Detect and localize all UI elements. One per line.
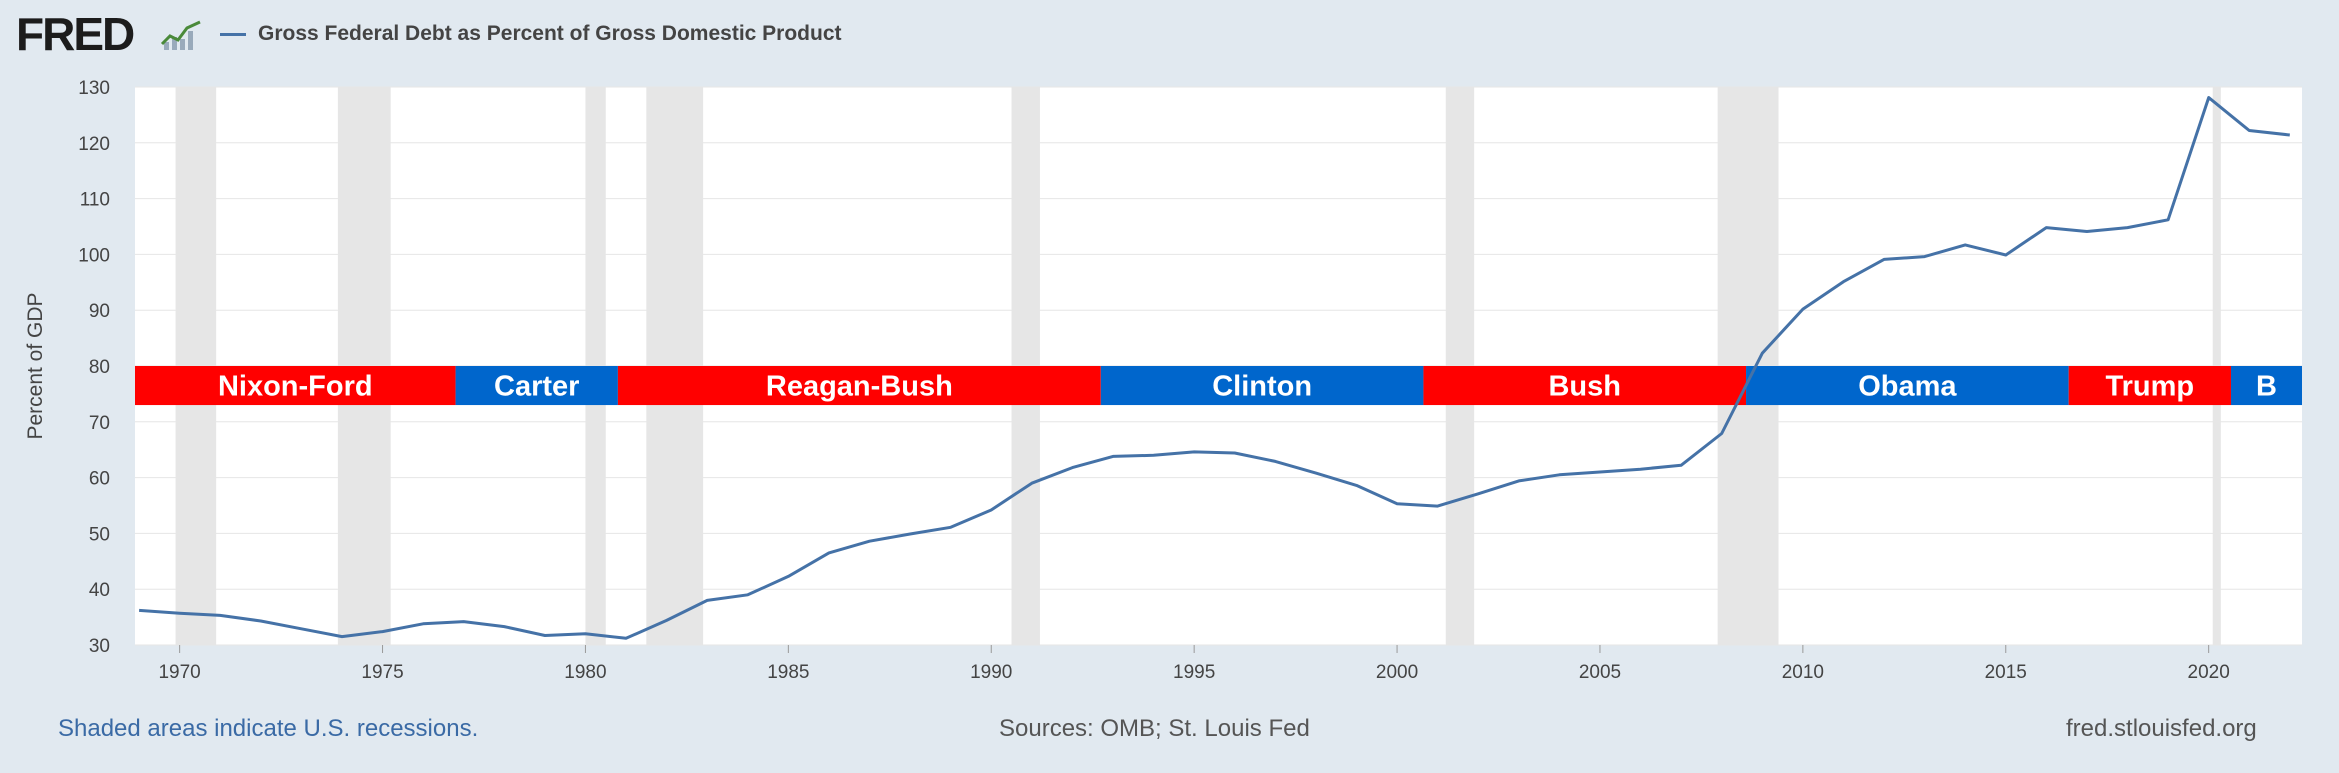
legend-line-swatch [220,32,246,36]
y-tick-label: 70 [89,413,110,434]
x-tick-label: 1985 [767,662,809,683]
x-tick-label: 1975 [361,662,403,683]
series-line [138,96,2290,640]
x-tick-label: 1980 [564,662,606,683]
term-band-trump [2068,366,2231,406]
term-label: Carter [494,371,579,403]
term-label: Trump [2106,371,2195,403]
chart-legend[interactable]: Gross Federal Debt as Percent of Gross D… [220,18,842,50]
y-axis-ticks: 30 40 50 60 70 80 90 100 110 120 130 [78,78,110,657]
fred-chart-mark-icon [160,18,202,52]
term-label: Reagan-Bush [766,371,953,403]
y-tick-label: 50 [89,524,110,545]
term-band-nixon-ford [135,366,456,406]
y-tick-label: 60 [89,469,110,490]
term-band-b [2230,366,2302,406]
term-band-bush [1423,366,1747,406]
term-label: Nixon-Ford [218,371,373,403]
term-label: Clinton [1212,371,1312,403]
y-tick-label: 120 [78,134,110,155]
series-layer [138,96,2290,640]
recession-note: Shaded areas indicate U.S. recessions. [58,715,479,742]
x-tick-label: 2010 [1782,662,1824,683]
y-axis-label: Percent of GDP [24,292,47,439]
presidential-terms: Nixon-Ford Carter Reagan-Bush Clinton Bush Ob… [135,366,2302,406]
term-label: Bush [1548,371,1621,403]
term-label: Obama [1858,371,1957,403]
sources-note: Sources: OMB; St. Louis Fed [999,715,1310,742]
y-tick-label: 80 [89,357,110,378]
x-tick-label: 1990 [970,662,1012,683]
y-tick-label: 40 [89,580,110,601]
y-tick-label: 90 [89,301,110,322]
x-tick-label: 2015 [1985,662,2027,683]
term-label: B [2256,371,2277,403]
chart-header: FRED Gross Federal Debt as Percent of Gr… [0,0,2339,70]
x-tick-label: 2000 [1376,662,1418,683]
legend-series-title: Gross Federal Debt as Percent of Gross D… [258,22,842,45]
site-url[interactable]: fred.stlouisfed.org [2066,715,2257,742]
fred-logo[interactable]: FRED [16,8,135,60]
y-tick-label: 30 [89,636,110,657]
x-tick-label: 1970 [158,662,200,683]
term-band-reagan-bush [617,366,1101,406]
x-axis-ticks: 1970 1975 1980 1985 1990 1995 2000 2005 2010 2015… [158,645,2230,683]
x-tick-label: 1995 [1173,662,1215,683]
x-tick-label: 2020 [2188,662,2230,683]
term-band-obama [1746,366,2069,406]
y-tick-label: 100 [78,245,110,266]
term-band-clinton [1100,366,1424,406]
y-tick-label: 130 [78,78,110,99]
term-band-carter [455,366,618,406]
x-tick-label: 2005 [1579,662,1621,683]
y-tick-label: 110 [80,190,110,211]
